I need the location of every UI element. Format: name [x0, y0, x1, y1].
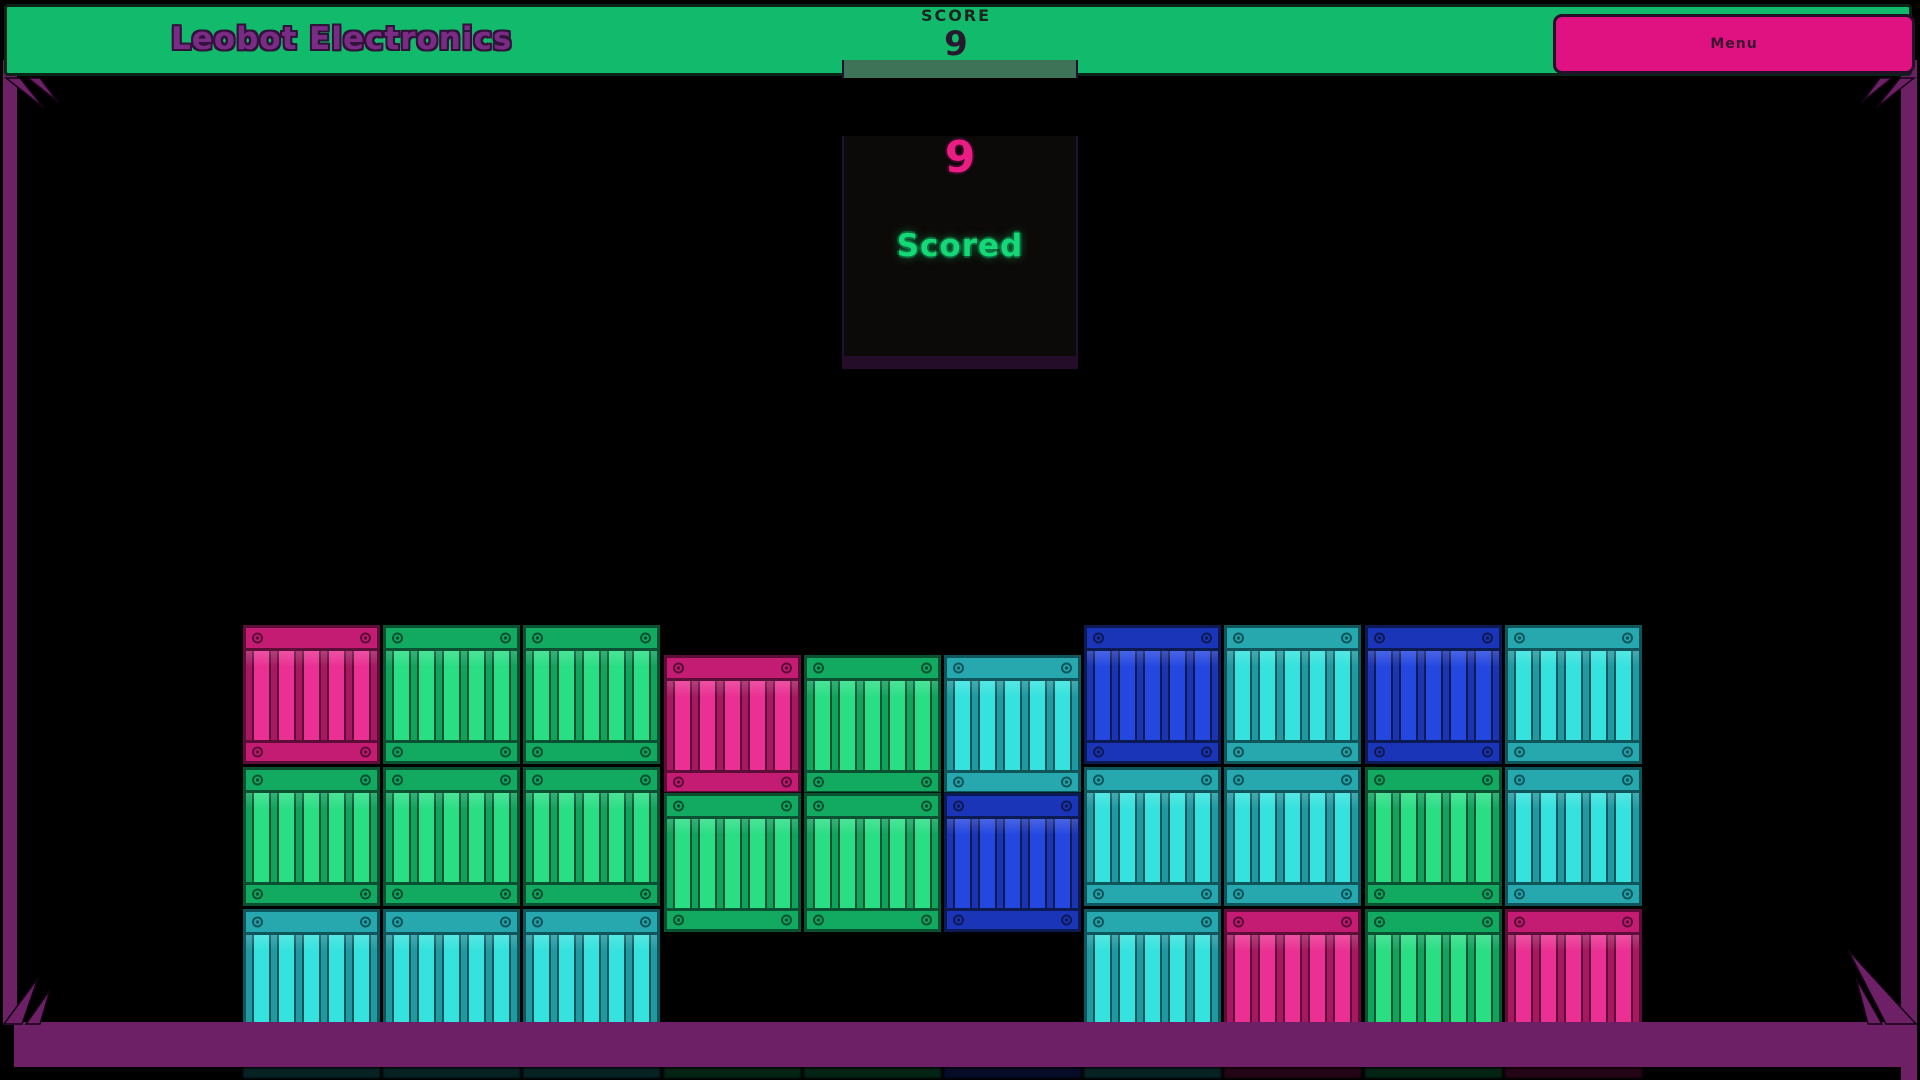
crate	[1505, 767, 1642, 906]
crate-reflection	[804, 1068, 941, 1078]
falling-crate	[944, 793, 1081, 932]
score-popup: 9 Scored	[842, 60, 1078, 369]
header-bar: Leobot Electronics Menu	[4, 4, 1915, 76]
corner-flare-top-left	[3, 77, 45, 109]
crate	[523, 625, 660, 764]
crate	[1084, 625, 1221, 764]
crate	[523, 767, 660, 906]
crate	[1224, 767, 1361, 906]
crate	[383, 767, 520, 906]
falling-crate	[664, 655, 801, 794]
crate-reflection	[383, 1068, 520, 1078]
crate-reflection	[1365, 1068, 1502, 1078]
crate-reflection	[1224, 1068, 1361, 1078]
crate	[1505, 625, 1642, 764]
score-popup-top-strip	[842, 60, 1078, 78]
menu-button[interactable]: Menu	[1553, 14, 1915, 74]
crate-reflection	[243, 1068, 380, 1078]
crate	[243, 625, 380, 764]
falling-crate	[664, 793, 801, 932]
crate	[383, 625, 520, 764]
menu-button-label: Menu	[1710, 36, 1758, 52]
corner-flare-bottom-left	[2, 977, 39, 1025]
crate-reflection	[944, 1068, 1081, 1078]
floor	[14, 1022, 1906, 1067]
corner-flare-top-right-2	[1861, 77, 1895, 103]
left-pillar	[3, 60, 17, 1025]
popup-score-value: 9	[944, 132, 976, 183]
popup-caption: Scored	[896, 228, 1024, 264]
corner-flare-top-right	[1875, 77, 1917, 109]
falling-crate	[804, 655, 941, 794]
crate	[1365, 909, 1502, 1048]
corner-flare-bottom-left-2	[24, 989, 51, 1025]
crate-reflection	[664, 1068, 801, 1078]
crate	[1224, 625, 1361, 764]
corner-flare-bottom-right-2	[1855, 977, 1884, 1025]
score-label: SCORE	[920, 6, 992, 25]
score-value: 9	[944, 24, 968, 64]
falling-crate	[804, 793, 941, 932]
crate-reflection	[1084, 1068, 1221, 1078]
game-title: Leobot Electronics	[171, 21, 513, 57]
crate	[1365, 767, 1502, 906]
crate	[1084, 767, 1221, 906]
score-display: SCORE 9	[856, 6, 1056, 61]
crate	[243, 767, 380, 906]
crate	[1365, 625, 1502, 764]
corner-flare-bottom-right	[1847, 949, 1918, 1025]
falling-crate	[944, 655, 1081, 794]
corner-flare-top-left-2	[25, 77, 59, 103]
right-pillar	[1901, 60, 1917, 1080]
crate-reflection	[1505, 1068, 1642, 1078]
crate-reflection	[523, 1068, 660, 1078]
score-popup-bottom-bar	[842, 356, 1078, 369]
score-popup-body: 9 Scored	[842, 136, 1078, 356]
